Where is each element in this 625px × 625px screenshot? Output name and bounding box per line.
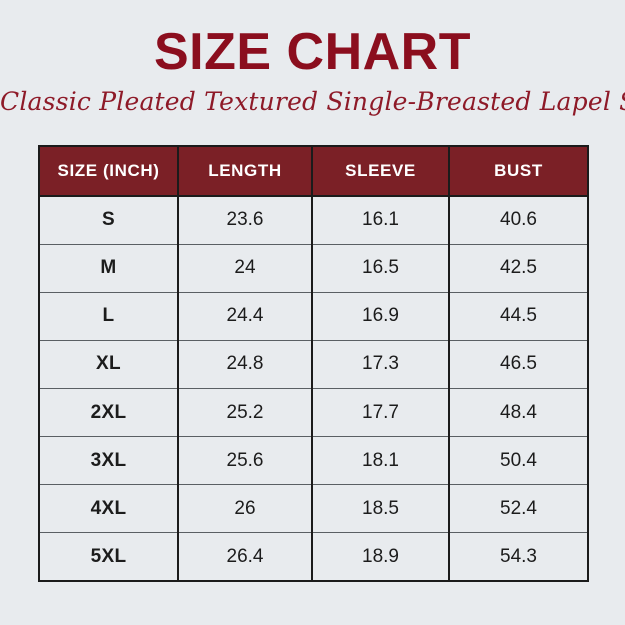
table-row: L 24.4 16.9 44.5 xyxy=(39,292,588,341)
product-subtitle: Classic Pleated Textured Single-Breasted… xyxy=(0,87,625,117)
column-header-sleeve: SLEEVE xyxy=(312,146,450,197)
cell-sleeve: 16.9 xyxy=(312,292,450,341)
table-row: S 23.6 16.1 40.6 xyxy=(39,196,588,245)
table-body: S 23.6 16.1 40.6 M 24 16.5 42.5 L 24.4 1… xyxy=(39,196,588,581)
size-table-container: SIZE (INCH) LENGTH SLEEVE BUST S 23.6 16… xyxy=(38,145,589,582)
cell-bust: 52.4 xyxy=(449,484,588,534)
cell-size: M xyxy=(39,244,179,293)
cell-bust: 42.5 xyxy=(449,244,588,293)
cell-length: 26 xyxy=(178,484,313,534)
size-chart-table: SIZE (INCH) LENGTH SLEEVE BUST S 23.6 16… xyxy=(38,145,589,582)
cell-length: 25.2 xyxy=(178,388,313,438)
cell-size: 4XL xyxy=(39,484,179,534)
cell-size: XL xyxy=(39,340,179,390)
cell-sleeve: 17.7 xyxy=(312,388,450,438)
cell-bust: 44.5 xyxy=(449,292,588,341)
cell-sleeve: 16.1 xyxy=(312,196,450,245)
table-row: 5XL 26.4 18.9 54.3 xyxy=(39,532,588,581)
cell-bust: 46.5 xyxy=(449,340,588,390)
table-row: XL 24.8 17.3 46.5 xyxy=(39,340,588,390)
column-header-length: LENGTH xyxy=(178,146,313,197)
cell-bust: 54.3 xyxy=(449,532,588,581)
cell-sleeve: 18.1 xyxy=(312,436,450,486)
cell-length: 25.6 xyxy=(178,436,313,486)
page-title: SIZE CHART xyxy=(154,23,471,81)
cell-length: 23.6 xyxy=(178,196,313,245)
table-row: 3XL 25.6 18.1 50.4 xyxy=(39,436,588,486)
cell-bust: 50.4 xyxy=(449,436,588,486)
cell-sleeve: 16.5 xyxy=(312,244,450,293)
cell-sleeve: 18.5 xyxy=(312,484,450,534)
cell-length: 24 xyxy=(178,244,313,293)
column-header-size: SIZE (INCH) xyxy=(39,146,179,197)
chart-header: SIZE CHART Classic Pleated Textured Sing… xyxy=(0,23,625,117)
table-header: SIZE (INCH) LENGTH SLEEVE BUST xyxy=(39,146,588,197)
cell-bust: 40.6 xyxy=(449,196,588,245)
table-row: 2XL 25.2 17.7 48.4 xyxy=(39,388,588,438)
cell-size: 3XL xyxy=(39,436,179,486)
cell-size: 2XL xyxy=(39,388,179,438)
cell-size: 5XL xyxy=(39,532,179,581)
column-header-bust: BUST xyxy=(449,146,588,197)
cell-length: 24.4 xyxy=(178,292,313,341)
cell-bust: 48.4 xyxy=(449,388,588,438)
cell-length: 24.8 xyxy=(178,340,313,390)
cell-sleeve: 17.3 xyxy=(312,340,450,390)
table-header-row: SIZE (INCH) LENGTH SLEEVE BUST xyxy=(39,146,588,197)
cell-length: 26.4 xyxy=(178,532,313,581)
table-row: M 24 16.5 42.5 xyxy=(39,244,588,293)
cell-sleeve: 18.9 xyxy=(312,532,450,581)
cell-size: L xyxy=(39,292,179,341)
table-row: 4XL 26 18.5 52.4 xyxy=(39,484,588,534)
cell-size: S xyxy=(39,196,179,245)
